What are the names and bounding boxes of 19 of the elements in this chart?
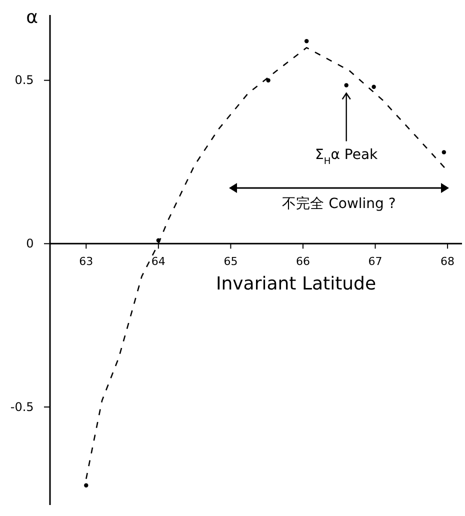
point <box>344 83 348 88</box>
x-tick-label: 66 <box>296 254 310 268</box>
y-tick-label: 0 <box>26 236 34 251</box>
point <box>84 483 88 488</box>
point <box>372 84 376 89</box>
y-tick-label: -0.5 <box>10 400 34 414</box>
x-tick-label: 63 <box>79 254 94 268</box>
x-tick-label: 65 <box>224 254 238 268</box>
x-tick-label: 68 <box>440 254 455 268</box>
point <box>304 39 309 44</box>
point <box>266 78 270 82</box>
annotation: Σ$_{H}$α Peak <box>315 147 379 168</box>
y-tick-label: 0.5 <box>14 73 34 88</box>
point <box>442 150 446 154</box>
x-tick-label: 67 <box>368 254 382 268</box>
annotation: 不完全 Cowling ? <box>282 196 396 212</box>
y-axis-title: α <box>26 7 38 28</box>
x-axis-title: Invariant Latitude <box>216 274 376 295</box>
x-tick-label: 64 <box>151 254 166 268</box>
